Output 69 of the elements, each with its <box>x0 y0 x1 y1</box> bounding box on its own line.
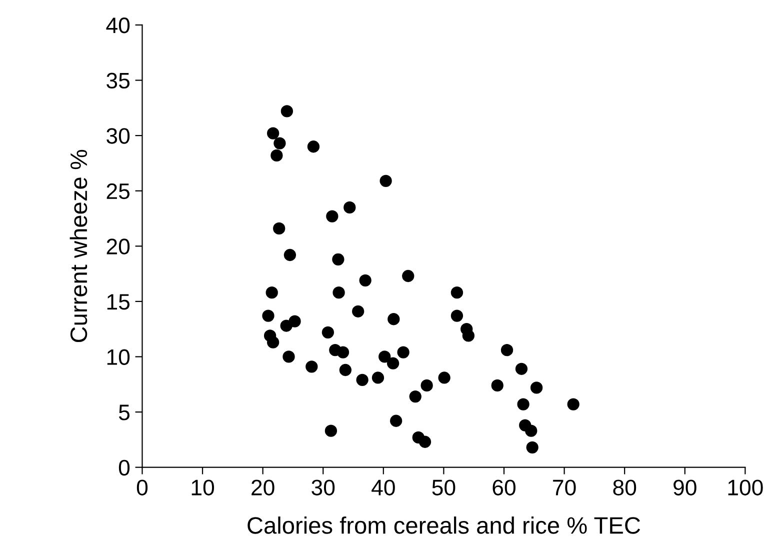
point <box>339 364 352 376</box>
point <box>322 326 334 338</box>
y-tick-label: 35 <box>106 72 130 89</box>
x-tick-label: 60 <box>492 480 516 496</box>
point <box>530 382 543 394</box>
point <box>262 310 274 322</box>
point <box>352 305 364 318</box>
point <box>266 286 278 299</box>
x-tick-label: 10 <box>192 480 214 496</box>
point <box>450 310 464 322</box>
x-tick-label: 50 <box>432 480 456 496</box>
point <box>380 174 392 187</box>
point <box>306 360 318 373</box>
x-tick-label: 30 <box>312 480 335 496</box>
x-tick-label: 100 <box>728 480 763 496</box>
y-tick-label: 10 <box>107 349 130 365</box>
point <box>266 127 280 140</box>
point <box>356 374 368 386</box>
point <box>336 346 350 358</box>
x-tick-label: 20 <box>252 480 274 496</box>
point <box>344 201 356 214</box>
point <box>491 379 504 392</box>
point <box>526 441 538 454</box>
point <box>420 379 433 392</box>
x-tick-label: 40 <box>372 480 395 496</box>
point <box>517 398 530 410</box>
point <box>282 350 295 363</box>
point <box>332 253 344 266</box>
point <box>324 424 338 437</box>
y-tick-label: 40 <box>106 18 130 34</box>
point <box>274 137 286 150</box>
point <box>273 222 286 235</box>
point <box>525 424 538 437</box>
point <box>386 357 400 370</box>
point <box>280 320 292 332</box>
point <box>438 372 450 384</box>
point <box>359 274 372 286</box>
x-tick-label: 70 <box>553 480 576 496</box>
point <box>567 398 580 410</box>
point <box>332 286 345 299</box>
point <box>372 372 384 384</box>
point <box>378 350 391 363</box>
point <box>450 286 464 299</box>
point <box>388 313 400 326</box>
point <box>418 436 432 448</box>
point <box>397 346 410 358</box>
point <box>402 270 414 282</box>
point <box>500 344 514 356</box>
y-tick-label: 0 <box>118 460 130 476</box>
point <box>390 414 402 427</box>
x-tick-label: 80 <box>613 480 636 496</box>
y-tick-label: 5 <box>118 404 130 420</box>
y-tick-label: 25 <box>106 183 130 200</box>
point <box>307 140 320 153</box>
point <box>515 362 528 375</box>
point <box>409 390 422 403</box>
point <box>462 330 474 342</box>
y-tick-label: 20 <box>106 238 130 254</box>
point <box>266 336 280 348</box>
x-tick-label: 0 <box>136 480 148 496</box>
point <box>284 248 296 262</box>
y-axis-title: Current wheeze % <box>70 150 88 342</box>
point <box>280 105 294 118</box>
x-axis-title: Calories from cereals and rice % TEC <box>248 516 640 534</box>
y-tick-label: 15 <box>107 294 130 310</box>
x-tick-label: 90 <box>674 480 696 496</box>
y-tick-label: 30 <box>106 128 130 144</box>
point <box>326 210 338 222</box>
point <box>270 149 283 162</box>
